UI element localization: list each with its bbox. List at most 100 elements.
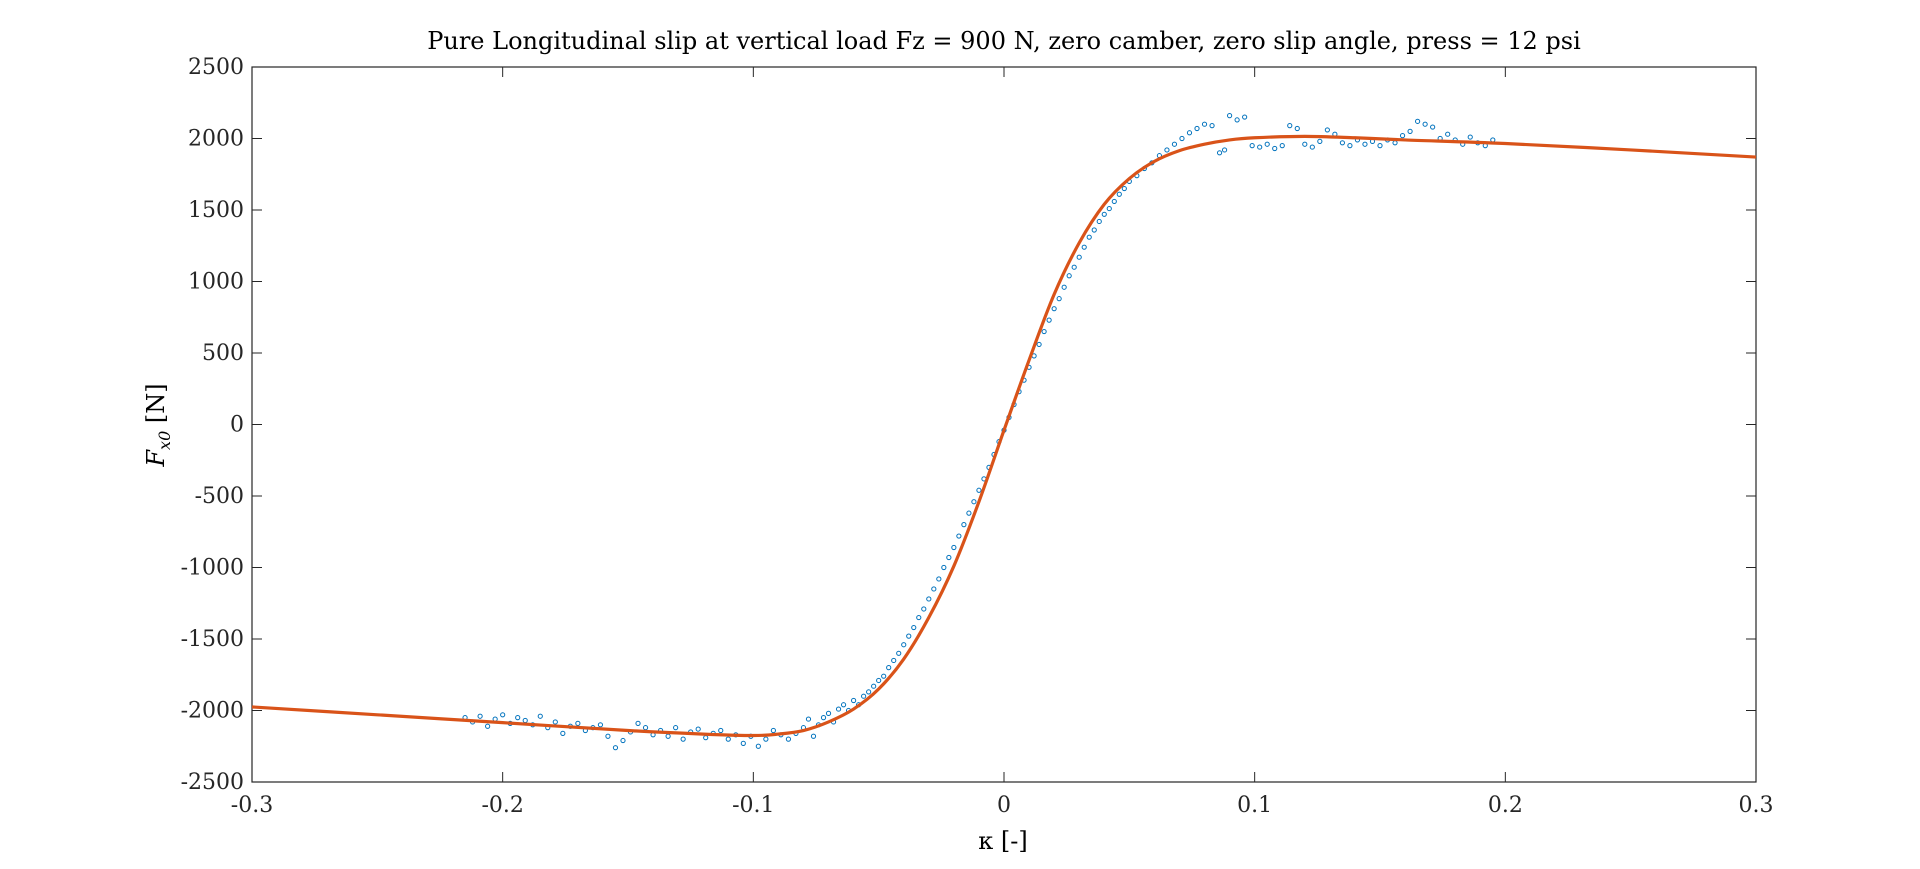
data-point	[1096, 218, 1102, 225]
y-tick-label: 1500	[188, 198, 244, 223]
data-point	[1242, 114, 1248, 120]
chart-title: Pure Longitudinal slip at vertical load …	[427, 27, 1581, 55]
data-point	[881, 673, 887, 679]
data-point	[1324, 127, 1330, 133]
data-point	[961, 522, 967, 528]
y-tick-label: 0	[230, 413, 244, 438]
data-point	[1257, 144, 1263, 150]
y-tick-label: -500	[195, 484, 244, 509]
data-point	[605, 733, 611, 739]
data-point	[740, 740, 746, 746]
data-point	[1116, 191, 1122, 197]
data-point	[1101, 211, 1107, 217]
data-point	[936, 576, 942, 582]
y-axis-label-unit: [N]	[142, 383, 170, 430]
y-axis-label-subscript: x0	[155, 431, 174, 450]
data-point	[1071, 264, 1077, 270]
y-tick-label: -1500	[181, 627, 244, 652]
data-point	[921, 606, 927, 612]
data-point	[1041, 328, 1047, 335]
data-point	[1056, 296, 1062, 302]
y-tick-label: 2500	[188, 55, 244, 80]
data-point	[901, 642, 907, 648]
data-point	[635, 720, 641, 726]
data-point	[1081, 244, 1087, 250]
data-point	[911, 624, 917, 631]
y-tick-label: -2500	[181, 770, 244, 795]
data-point	[876, 677, 882, 684]
data-point	[941, 564, 947, 571]
x-tick-label: -0.3	[231, 793, 273, 818]
data-point	[1272, 145, 1278, 152]
data-point	[891, 657, 897, 664]
data-point	[1179, 135, 1185, 142]
data-point	[1377, 143, 1383, 149]
x-tick-label: -0.2	[481, 793, 523, 818]
x-tick-label: 0.2	[1488, 793, 1523, 818]
data-point	[695, 726, 701, 732]
data-point	[1287, 123, 1293, 129]
data-point	[1227, 113, 1233, 119]
data-point	[1339, 140, 1346, 146]
data-point	[820, 715, 827, 721]
data-point	[477, 713, 483, 719]
data-point	[966, 510, 972, 516]
x-tick-label: 0	[997, 793, 1011, 818]
data-point	[956, 533, 962, 539]
data-point	[537, 713, 543, 719]
y-axis-label: Fx0 [N]	[142, 383, 174, 467]
y-tick-label: -1000	[181, 556, 244, 581]
data-point	[1111, 198, 1117, 205]
data-point	[1362, 141, 1368, 147]
data-point	[851, 697, 857, 704]
data-point	[1209, 123, 1215, 129]
x-axis: -0.3 -0.2 -0.1 0 0.1 0.2 0.3	[231, 67, 1774, 818]
data-point	[1407, 128, 1413, 134]
axes-box	[251, 66, 1757, 783]
data-point	[1317, 138, 1323, 144]
data-point	[1061, 284, 1067, 290]
data-point	[1264, 141, 1270, 147]
data-point	[1186, 130, 1193, 136]
data-point	[1066, 273, 1072, 279]
x-tick-label: 0.1	[1237, 793, 1272, 818]
data-point	[763, 736, 769, 742]
data-point	[597, 722, 604, 728]
y-tick-label: 500	[202, 341, 244, 366]
data-point	[785, 736, 792, 742]
data-point	[612, 745, 619, 751]
data-point	[931, 586, 937, 592]
data-point	[642, 725, 649, 731]
data-point	[515, 715, 521, 721]
data-point	[770, 727, 776, 734]
data-point	[926, 596, 932, 602]
data-point	[825, 710, 832, 716]
data-point	[1234, 117, 1240, 123]
data-point	[1445, 131, 1451, 137]
data-point	[1415, 118, 1421, 124]
data-point	[680, 736, 686, 742]
data-point	[1216, 150, 1223, 156]
data-point	[1422, 121, 1428, 127]
data-point	[886, 665, 892, 671]
data-point	[835, 706, 842, 712]
plot-area: -0.3 -0.2 -0.1 0 0.1 0.2 0.3 2500 2000 1500 1000 5…	[181, 55, 1774, 818]
data-point	[861, 693, 867, 699]
y-axis: 2500 2000 1500 1000 500 0 -500 -1000 -1500 -2000 -…	[181, 55, 1756, 795]
data-point	[725, 736, 731, 742]
data-point	[1302, 141, 1308, 147]
data-point	[896, 650, 902, 656]
data-point	[1294, 125, 1300, 132]
data-point	[575, 720, 581, 726]
data-point	[1279, 143, 1285, 149]
data-point	[755, 743, 761, 749]
y-tick-label: -2000	[181, 699, 244, 724]
data-point	[1091, 227, 1097, 233]
y-tick-label: 1000	[188, 270, 244, 295]
fit-curve	[251, 134, 1757, 738]
y-tick-label: 2000	[188, 127, 244, 152]
data-point	[916, 614, 922, 621]
data-point	[1036, 341, 1042, 348]
data-point	[1249, 143, 1255, 149]
